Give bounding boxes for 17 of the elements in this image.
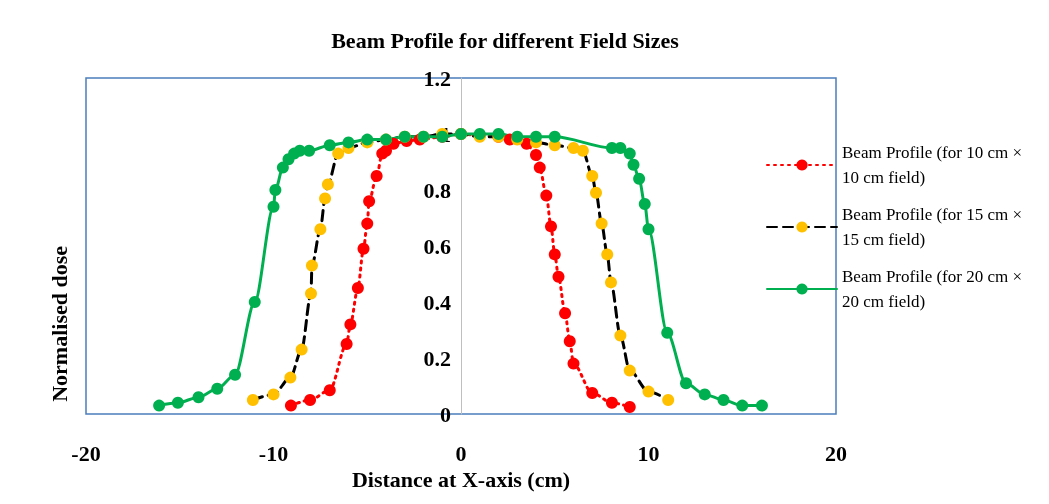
y-tick-label: 1.2: [423, 65, 451, 91]
chart-title: Beam Profile for different Field Sizes: [331, 27, 680, 53]
legend-label: Beam Profile (for 10 cm × 10 cm field): [842, 143, 1027, 187]
y-tick-label: 0.6: [423, 233, 451, 259]
y-tick-label: 0.2: [423, 345, 451, 371]
x-tick-label: 10: [637, 440, 660, 466]
x-axis-title: Distance at X-axis (cm): [351, 467, 571, 493]
legend-label: Beam Profile (for 15 cm × 15 cm field): [842, 205, 1027, 249]
legend-label: Beam Profile (for 20 cm × 20 cm field): [842, 267, 1027, 311]
x-tick-label: -10: [258, 440, 289, 466]
y-axis-title: Normalised dose: [46, 245, 72, 402]
x-tick-label: 20: [825, 440, 847, 466]
y-tick-label: 0.4: [423, 289, 451, 315]
x-tick-label: 0: [455, 440, 467, 466]
y-tick-label: 0: [440, 401, 451, 427]
y-tick-label: 0.8: [423, 177, 451, 203]
x-tick-label: -20: [71, 440, 101, 466]
